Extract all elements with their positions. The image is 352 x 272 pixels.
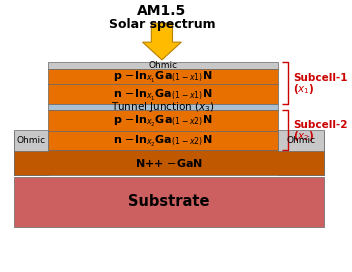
Bar [48, 84, 278, 104]
Bar [14, 150, 324, 175]
Text: Ohmic: Ohmic [148, 61, 177, 70]
FancyArrow shape [143, 23, 181, 60]
Bar [48, 110, 278, 131]
Text: Ohmic: Ohmic [16, 136, 45, 145]
Text: AM1.5: AM1.5 [137, 4, 187, 18]
Bar [278, 129, 324, 151]
Text: p $-$In$_{x_1}$Ga$_{(1-x1)}$N: p $-$In$_{x_1}$Ga$_{(1-x1)}$N [113, 69, 213, 84]
Bar [278, 131, 324, 175]
Text: ($x_1$): ($x_1$) [293, 82, 315, 96]
Text: Subcell-1: Subcell-1 [293, 73, 347, 83]
Text: Ohmic: Ohmic [287, 136, 315, 145]
Bar [48, 104, 278, 110]
Text: ($x_2$): ($x_2$) [293, 129, 315, 143]
Text: N++ $-$GaN: N++ $-$GaN [135, 157, 203, 169]
Text: n $-$In$_{x_1}$Ga$_{(1-x1)}$N: n $-$In$_{x_1}$Ga$_{(1-x1)}$N [113, 87, 213, 101]
Bar [14, 177, 324, 227]
Text: Substrate: Substrate [128, 194, 210, 209]
Text: p $-$In$_{x_2}$Ga$_{(1-x2)}$N: p $-$In$_{x_2}$Ga$_{(1-x2)}$N [113, 113, 213, 128]
Bar [48, 62, 278, 69]
Bar [48, 69, 278, 84]
Text: Subcell-2: Subcell-2 [293, 120, 347, 130]
Bar [48, 131, 278, 150]
Text: n $-$In$_{x_2}$Ga$_{(1-x2)}$N: n $-$In$_{x_2}$Ga$_{(1-x2)}$N [113, 133, 213, 148]
Bar [14, 131, 48, 175]
Bar [14, 129, 48, 151]
Text: Solar spectrum: Solar spectrum [109, 18, 215, 31]
Text: Tunnel Junction ($x_3$): Tunnel Junction ($x_3$) [111, 100, 215, 114]
